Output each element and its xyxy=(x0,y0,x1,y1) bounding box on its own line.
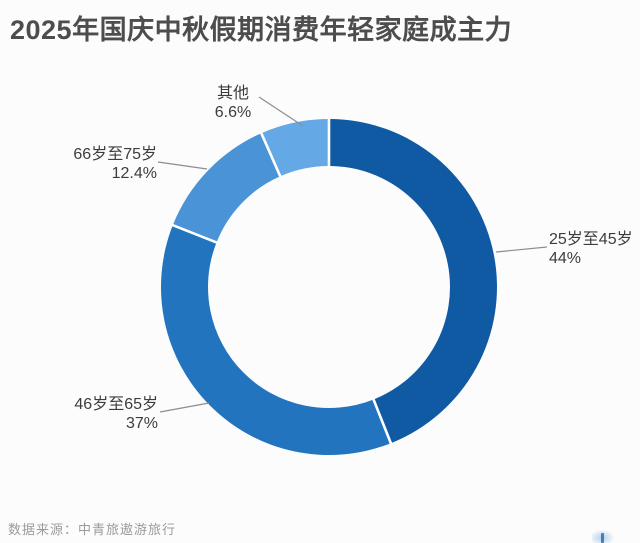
slice-label-other-value: 6.6% xyxy=(214,104,252,121)
data-source-note: 数据来源：中青旅遨游旅行 xyxy=(8,522,177,537)
slice-label-25-45-value: 44% xyxy=(549,250,582,267)
pie-slice-2 xyxy=(172,133,281,243)
slice-label-46-65: 46岁至65岁 37% xyxy=(38,395,158,433)
watermark-logo-fragment-icon xyxy=(592,530,614,543)
leader-line-0 xyxy=(495,246,548,253)
slice-divider-1 xyxy=(371,397,393,445)
slice-label-66-75: 66岁至75岁 12.4% xyxy=(37,145,157,183)
leader-line-2 xyxy=(157,161,208,170)
slice-label-66-75-name: 66岁至75岁 xyxy=(73,146,157,163)
slice-label-46-65-value: 37% xyxy=(125,415,158,432)
pie-slice-1 xyxy=(161,225,391,455)
leader-line-1 xyxy=(159,402,210,413)
slice-divider-2 xyxy=(171,223,219,245)
slice-label-46-65-name: 46岁至65岁 xyxy=(74,396,158,413)
slice-label-66-75-value: 12.4% xyxy=(111,165,157,182)
pie-slice-3 xyxy=(261,119,329,177)
slice-label-25-45: 25岁至45岁 44% xyxy=(549,230,639,268)
leader-line-3 xyxy=(258,96,304,127)
slice-label-25-45-name: 25岁至45岁 xyxy=(549,231,633,248)
page-title: 2025年国庆中秋假期消费年轻家庭成主力 xyxy=(10,15,513,45)
pie-slice-0 xyxy=(329,119,497,444)
slice-label-other: 其他 6.6% xyxy=(190,84,276,122)
slice-divider-3 xyxy=(259,131,283,179)
slice-label-other-name: 其他 xyxy=(216,85,249,102)
watermark-bar xyxy=(601,533,604,543)
